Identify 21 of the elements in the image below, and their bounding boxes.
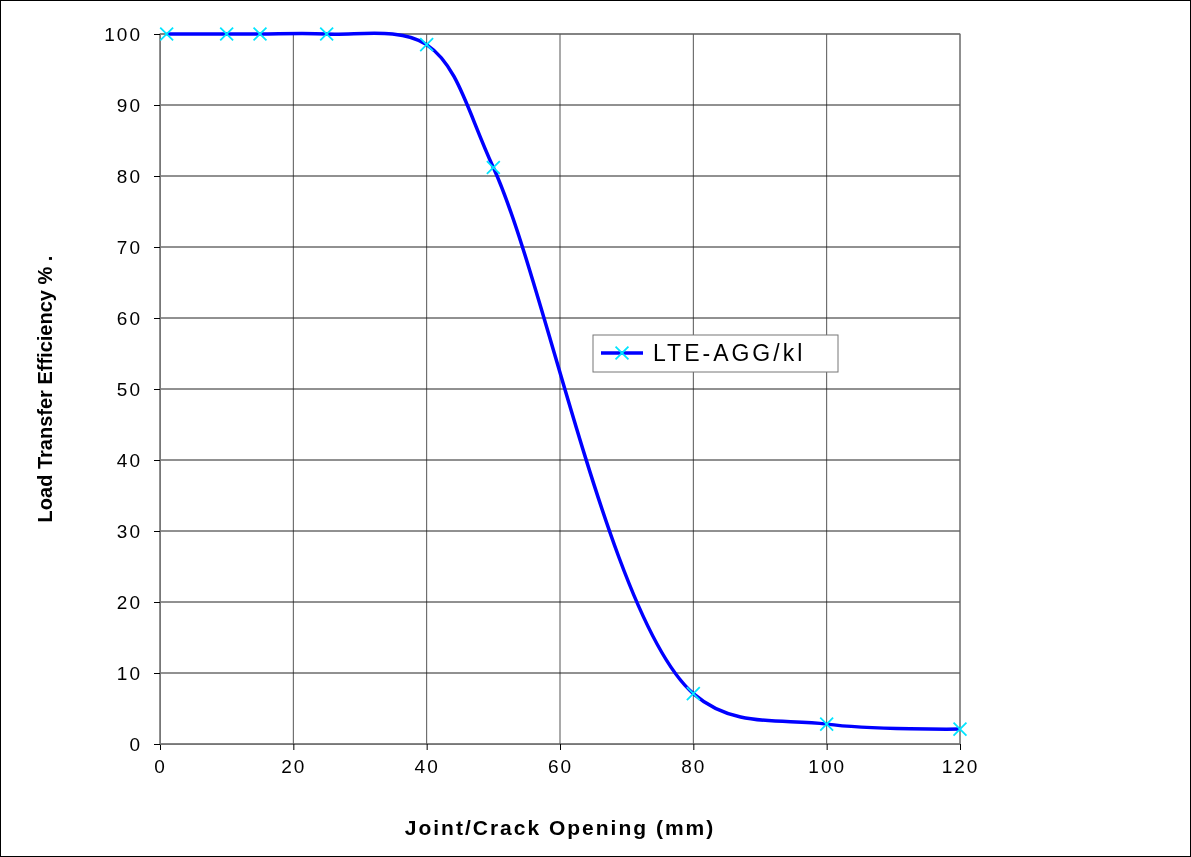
x-tick-label: 20 bbox=[281, 756, 307, 778]
y-tick-label: 0 bbox=[129, 733, 142, 755]
y-tick-label: 60 bbox=[116, 307, 142, 329]
y-tick-label: 30 bbox=[116, 520, 142, 542]
y-tick-label: 10 bbox=[116, 662, 142, 684]
x-tick-label: 100 bbox=[808, 756, 847, 778]
x-tick-label: 40 bbox=[414, 756, 440, 778]
x-tick-label: 0 bbox=[154, 756, 167, 778]
y-axis-title: Load Transfer Efficiency % . bbox=[34, 255, 56, 523]
x-tick-label: 120 bbox=[941, 756, 980, 778]
y-tick-label: 40 bbox=[116, 449, 142, 471]
y-tick-label: 70 bbox=[116, 236, 142, 258]
x-axis-title: Joint/Crack Opening (mm) bbox=[404, 816, 716, 839]
y-tick-label: 100 bbox=[104, 23, 142, 45]
legend-label: LTE-AGG/kl bbox=[653, 340, 806, 366]
y-tick-label: 80 bbox=[116, 165, 142, 187]
y-tick-label: 90 bbox=[116, 94, 142, 116]
x-tick-label: 60 bbox=[547, 756, 574, 778]
x-tick-label: 80 bbox=[681, 756, 707, 778]
y-tick-label: 50 bbox=[116, 378, 142, 400]
y-tick-label: 20 bbox=[116, 591, 142, 613]
